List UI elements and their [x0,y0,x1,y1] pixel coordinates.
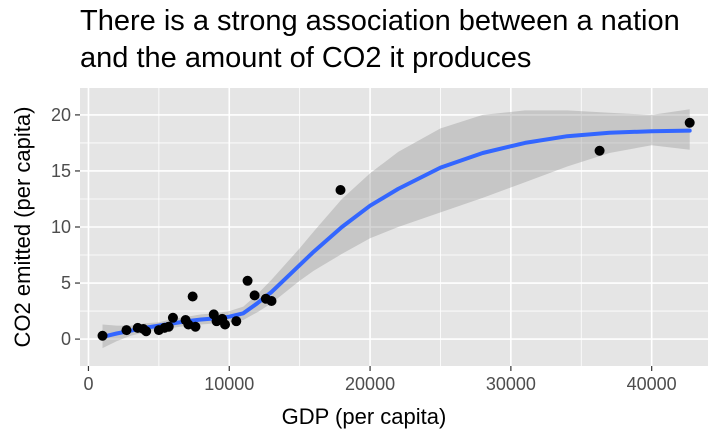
data-points [97,117,695,341]
data-point [249,290,260,301]
y-tick-label: 10 [51,217,71,237]
data-point [231,316,242,327]
data-point [220,319,231,330]
chart-title-line-1: There is a strong association between a … [80,5,680,37]
x-tick-label: 0 [83,374,93,394]
confidence-band [102,109,690,349]
major-gridlines [80,88,708,366]
x-tick-label: 30000 [486,374,536,394]
data-point [190,321,201,332]
data-point [141,326,152,337]
data-point [187,291,198,302]
y-tick-label: 5 [61,273,71,293]
data-point [684,117,695,128]
y-axis-title: CO2 emitted (per capita) [10,107,35,348]
data-point [242,275,253,286]
y-tick-label: 20 [51,105,71,125]
x-axis-title: GDP (per capita) [282,404,447,429]
y-axis-ticks: 0 5 10 15 20 [51,105,80,349]
x-tick-label: 20000 [345,374,395,394]
x-tick-label: 10000 [204,374,254,394]
data-point [167,312,178,323]
data-point [594,145,605,156]
y-tick-label: 15 [51,161,71,181]
chart-title-line-2: and the amount of CO2 it produces [80,42,532,74]
x-tick-label: 40000 [627,374,677,394]
y-tick-label: 0 [61,329,71,349]
data-point [97,330,108,341]
data-point [266,295,277,306]
data-point [163,321,174,332]
x-axis-ticks: 0 10000 20000 30000 40000 [83,366,677,394]
data-point [121,325,132,336]
data-point [335,185,346,196]
